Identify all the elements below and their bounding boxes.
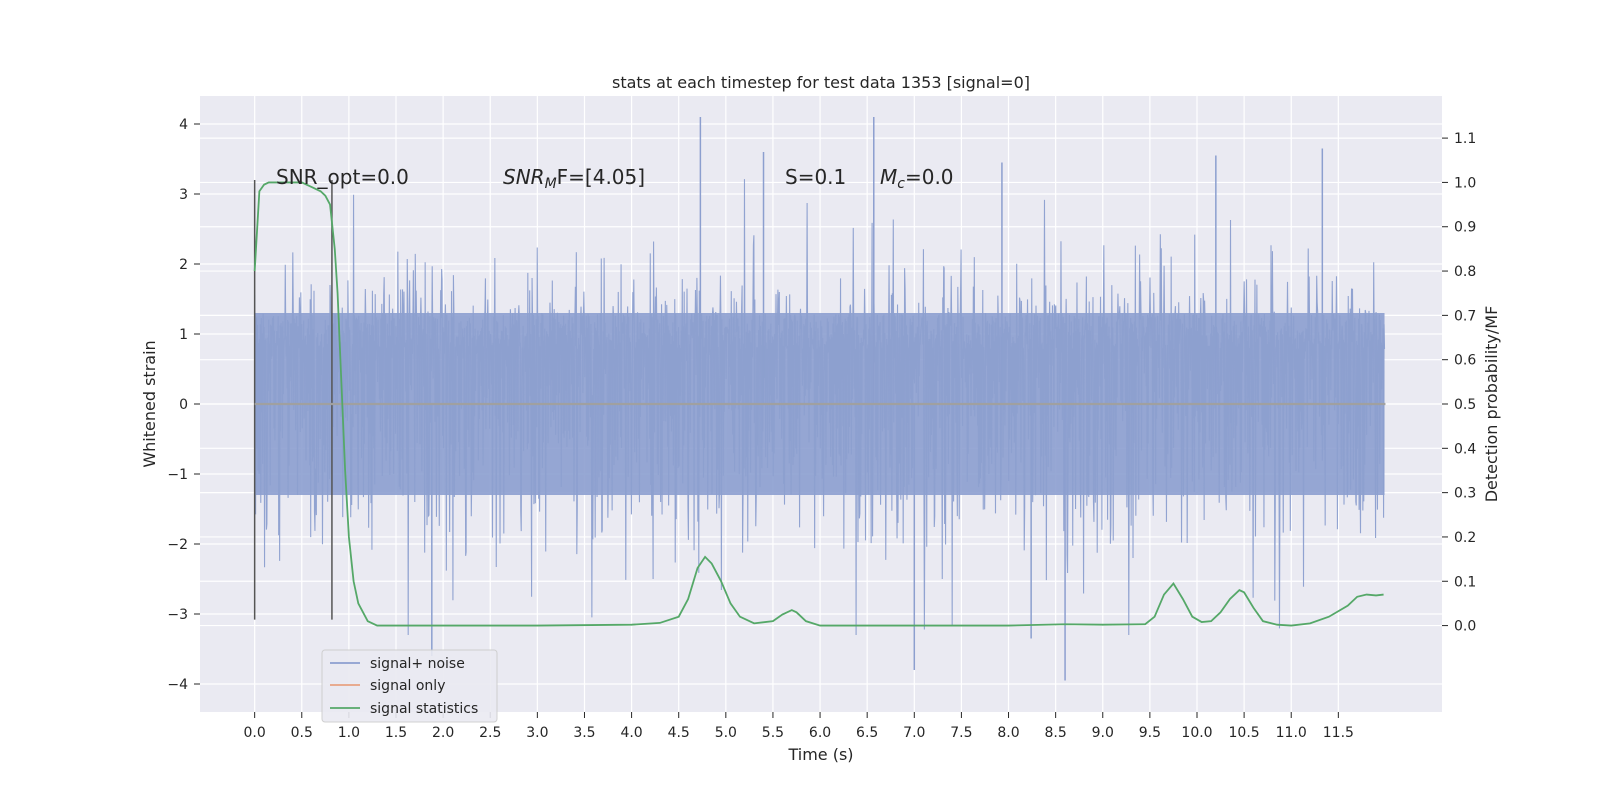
annotation-mc-sub: c — [897, 176, 905, 192]
x-tick-label: 2.0 — [432, 725, 454, 741]
x-tick-label: 3.5 — [573, 725, 595, 741]
signal-noise-line — [254, 179, 1386, 636]
x-tick-label: 7.5 — [950, 725, 972, 741]
y-tick-label: 3 — [179, 187, 188, 203]
legend: signal+ noise signal only signal statist… — [321, 649, 498, 723]
y-right-tick-label: 0.2 — [1454, 530, 1476, 546]
x-tick-label: 1.0 — [338, 725, 360, 741]
x-tick-label: 6.0 — [809, 725, 831, 741]
y-right-tick-label: 0.0 — [1454, 619, 1476, 635]
y-right-tick-label: 1.1 — [1454, 131, 1476, 147]
annotation-mc-base: M — [880, 165, 897, 189]
y-tick-label: 0 — [179, 397, 188, 413]
x-tick-label: 8.5 — [1045, 725, 1067, 741]
annotations: SNR_opt=0.0 SNRMF=[4.05] S=0.1 Mc=0.0 — [276, 165, 954, 192]
y-right-tick-label: 0.9 — [1454, 220, 1476, 236]
x-tick-label: 2.5 — [479, 725, 501, 741]
annotation-snr-mf-sub: M — [545, 176, 557, 192]
y-tick-label: −1 — [167, 467, 188, 483]
annotation-mc: Mc=0.0 — [880, 165, 954, 192]
x-tick-label: 10.0 — [1181, 725, 1212, 741]
y-tick-label: 4 — [179, 117, 188, 133]
x-tick-label: 4.0 — [620, 725, 642, 741]
y-right-tick-label: 0.4 — [1454, 441, 1476, 457]
tick-layer: 0.0 0.5 1.0 1.5 2.0 2.5 3.0 3.5 4.0 4.5 5.0 5.5 6.0 6… — [167, 117, 1476, 741]
y-right-tick-label: 0.8 — [1454, 264, 1476, 280]
y-tick-label: 1 — [179, 327, 188, 343]
x-tick-label: 11.0 — [1276, 725, 1307, 741]
y-tick-label: −3 — [167, 607, 188, 623]
x-tick-label: 5.0 — [715, 725, 737, 741]
x-tick-label: 0.5 — [291, 725, 313, 741]
chart-title: stats at each timestep for test data 135… — [612, 73, 1030, 92]
annotation-snr-opt: SNR_opt=0.0 — [276, 165, 409, 189]
y-right-tick-label: 0.1 — [1454, 574, 1476, 590]
x-tick-label: 6.5 — [856, 725, 878, 741]
x-axis-title: Time (s) — [787, 745, 853, 764]
y-tick-label: −4 — [167, 677, 188, 693]
x-tick-label: 11.5 — [1323, 725, 1354, 741]
y-right-tick-label: 0.5 — [1454, 397, 1476, 413]
legend-label-signal-noise: signal+ noise — [370, 656, 465, 672]
x-tick-label: 10.5 — [1229, 725, 1260, 741]
x-tick-label: 4.5 — [668, 725, 690, 741]
x-tick-label: 0.0 — [244, 725, 266, 741]
legend-box — [321, 649, 498, 723]
y-right-tick-label: 0.7 — [1454, 308, 1476, 324]
annotation-snr-mf-base: SNR — [503, 165, 545, 189]
y-right-tick-label: 0.3 — [1454, 486, 1476, 502]
vertical-markers — [253, 180, 333, 620]
y-axis-right-title: Detection probability/MF — [1482, 306, 1501, 503]
annotation-snr-mf: SNRMF=[4.05] — [503, 165, 645, 192]
x-tick-label: 9.5 — [1139, 725, 1161, 741]
y-tick-label: 2 — [179, 257, 188, 273]
signal-statistics-line — [253, 181, 1384, 627]
annotation-snr-mf-rest: F=[4.05] — [557, 165, 645, 189]
y-right-tick-label: 0.6 — [1454, 353, 1476, 369]
annotation-s: S=0.1 — [785, 165, 846, 189]
legend-label-signal-statistics: signal statistics — [370, 701, 478, 717]
x-tick-label: 8.0 — [997, 725, 1019, 741]
signal-statistics-series — [253, 181, 1384, 627]
x-tick-label: 1.5 — [385, 725, 407, 741]
y-tick-label: −2 — [167, 537, 188, 553]
y-right-tick-label: 1.0 — [1454, 175, 1476, 191]
y-axis-title: Whitened strain — [140, 340, 159, 467]
x-tick-label: 7.0 — [903, 725, 925, 741]
x-tick-label: 5.5 — [762, 725, 784, 741]
legend-label-signal-only: signal only — [370, 678, 445, 694]
annotation-mc-rest: =0.0 — [905, 165, 954, 189]
x-tick-label: 3.0 — [526, 725, 548, 741]
x-tick-label: 9.0 — [1092, 725, 1114, 741]
